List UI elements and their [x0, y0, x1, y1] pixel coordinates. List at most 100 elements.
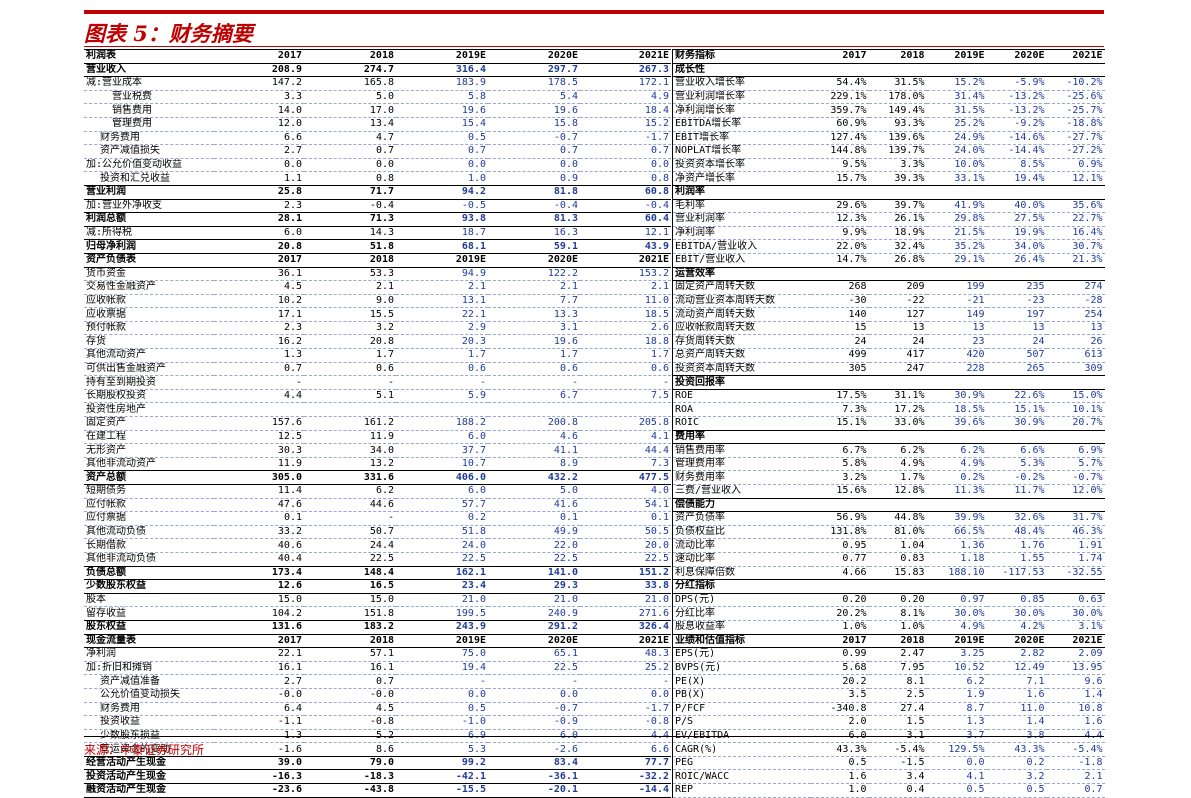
table-cell: 31.4% [926, 90, 987, 105]
table-row: 固定资产 157.6 161.2 188.2 200.8 205.8 [84, 416, 671, 431]
row-label: 投资回报率 [672, 375, 811, 390]
table-cell: 2017 [810, 633, 869, 649]
table-cell: -0.8 [580, 715, 671, 730]
table-cell: 326.4 [580, 619, 671, 635]
table-cell: -0.7% [1046, 470, 1105, 485]
row-label: 财务费用 [84, 131, 214, 146]
table-cell: - [580, 375, 671, 390]
table-cell: 1.0 [396, 171, 488, 186]
table-cell: - [214, 375, 304, 390]
table-row: P/S 2.0 1.5 1.3 1.4 1.6 [672, 715, 1105, 730]
table-cell: 15.0 [304, 593, 396, 608]
table-cell: 11.7% [986, 484, 1047, 499]
row-label: 流动资产周转天数 [672, 307, 811, 322]
table-cell: 0.6 [488, 362, 580, 377]
table-cell: 3.1% [1046, 620, 1105, 635]
table-cell: 21.5% [926, 226, 987, 241]
table-cell: 2020E [488, 252, 580, 268]
table-cell: 44.4 [580, 443, 671, 458]
table-cell: 153.2 [580, 267, 671, 282]
table-cell: 41.1 [488, 443, 580, 458]
table-cell: 13.2 [304, 457, 396, 472]
table-row: 股息收益率 1.0% 1.0% 4.9% 4.2% 3.1% [672, 620, 1105, 635]
table-cell: -0.9 [488, 715, 580, 730]
row-label: 现金流量表 [84, 633, 214, 649]
table-cell [868, 184, 927, 200]
table-cell: 7.1 [986, 674, 1047, 689]
table-row: BVPS(元) 5.68 7.95 10.52 12.49 13.95 [672, 661, 1105, 676]
table-row: EBIT/营业收入 14.7% 26.8% 29.1% 26.4% 21.3% [672, 253, 1105, 268]
row-label: 利润率 [672, 184, 811, 200]
table-cell: -0.5 [396, 199, 488, 214]
table-cell: 18.7 [396, 226, 488, 241]
table-cell: 0.1 [488, 511, 580, 526]
table-cell: 162.1 [396, 565, 488, 581]
table-cell: 0.0 [926, 756, 987, 771]
table-cell: 4.1 [580, 430, 671, 445]
table-cell: 11.0 [580, 294, 671, 309]
table-cell: 4.5 [214, 280, 304, 295]
row-label: 预付帐款 [84, 321, 214, 336]
table-cell: 129.5% [926, 742, 987, 757]
table-cell: 271.6 [580, 606, 671, 621]
table-cell: 2021E [580, 252, 671, 268]
table-cell: 15.0 [214, 593, 304, 608]
row-label: 归母净利润 [84, 239, 214, 254]
row-label: BVPS(元) [672, 661, 811, 676]
table-cell: 27.5% [986, 212, 1047, 227]
table-cell [868, 429, 927, 445]
row-label: NOPLAT增长率 [672, 144, 811, 159]
table-row: EBIT增长率 127.4% 139.6% 24.9% -14.6% -27.7% [672, 131, 1105, 146]
table-cell: -1.7 [580, 131, 671, 146]
row-label: P/S [672, 715, 811, 730]
table-cell: 15.6% [810, 484, 869, 499]
table-cell: 0.7 [396, 144, 488, 159]
table-row: 无形资产 30.3 34.0 37.7 41.1 44.4 [84, 443, 671, 458]
table-cell: -1.5 [868, 756, 927, 771]
table-cell [1046, 579, 1105, 594]
table-cell: 47.6 [214, 498, 304, 513]
table-cell: -14.4 [580, 783, 671, 798]
table-cell [986, 579, 1047, 594]
table-cell: 11.4 [214, 484, 304, 499]
section-header-row: 利润表 2017 2018 2019E 2020E 2021E [84, 49, 671, 64]
table-cell: 2017 [214, 252, 304, 268]
row-label: 分红指标 [672, 579, 811, 594]
table-row: 加:公允价值变动收益 0.0 0.0 0.0 0.0 0.0 [84, 158, 671, 173]
table-row: 交易性金融资产 4.5 2.1 2.1 2.1 2.1 [84, 280, 671, 295]
table-cell: 268 [810, 280, 869, 295]
table-cell: -1.1 [214, 715, 304, 730]
table-cell: 22.5 [396, 552, 488, 567]
table-row: 销售费用率 6.7% 6.2% 6.2% 6.6% 6.9% [672, 443, 1105, 458]
table-cell: 0.2 [396, 511, 488, 526]
table-cell: 6.6% [986, 443, 1047, 458]
table-cell: 0.6 [396, 362, 488, 377]
table-cell: 7.95 [868, 661, 927, 676]
table-cell: -25.6% [1046, 90, 1105, 105]
table-cell: 2020E [986, 49, 1047, 64]
row-label: 减:营业成本 [84, 76, 214, 91]
table-cell: 7.7 [488, 294, 580, 309]
row-label: 业绩和估值指标 [672, 633, 811, 649]
table-cell: 12.3% [810, 212, 869, 227]
table-cell: 29.3 [488, 579, 580, 594]
table-cell: 33.1% [926, 171, 987, 186]
table-cell: -20.1 [488, 783, 580, 798]
table-cell: -14.6% [986, 131, 1047, 146]
table-cell: 8.7 [926, 702, 987, 717]
row-label: 资产总额 [84, 470, 214, 485]
row-label: 管理费用 [84, 117, 214, 132]
table-cell: 13.3 [488, 307, 580, 322]
table-row: REP 1.0 0.4 0.5 0.5 0.7 [672, 783, 1105, 798]
table-cell [986, 184, 1047, 200]
table-cell: 19.4% [986, 171, 1047, 186]
table-cell: 0.7 [214, 362, 304, 377]
table-cell: 12.0% [1046, 484, 1105, 499]
table-row: 投资和汇兑收益 1.1 0.8 1.0 0.9 0.8 [84, 171, 671, 186]
table-row: 归母净利润 20.8 51.8 68.1 59.1 43.9 [84, 239, 671, 254]
table-row: 其他非流动负债 40.4 22.5 22.5 22.5 22.5 [84, 552, 671, 567]
row-label: 投资资本周转天数 [672, 362, 811, 377]
table-cell [986, 266, 1047, 282]
table-cell: 66.5% [926, 525, 987, 540]
table-cell: 127 [868, 307, 927, 322]
